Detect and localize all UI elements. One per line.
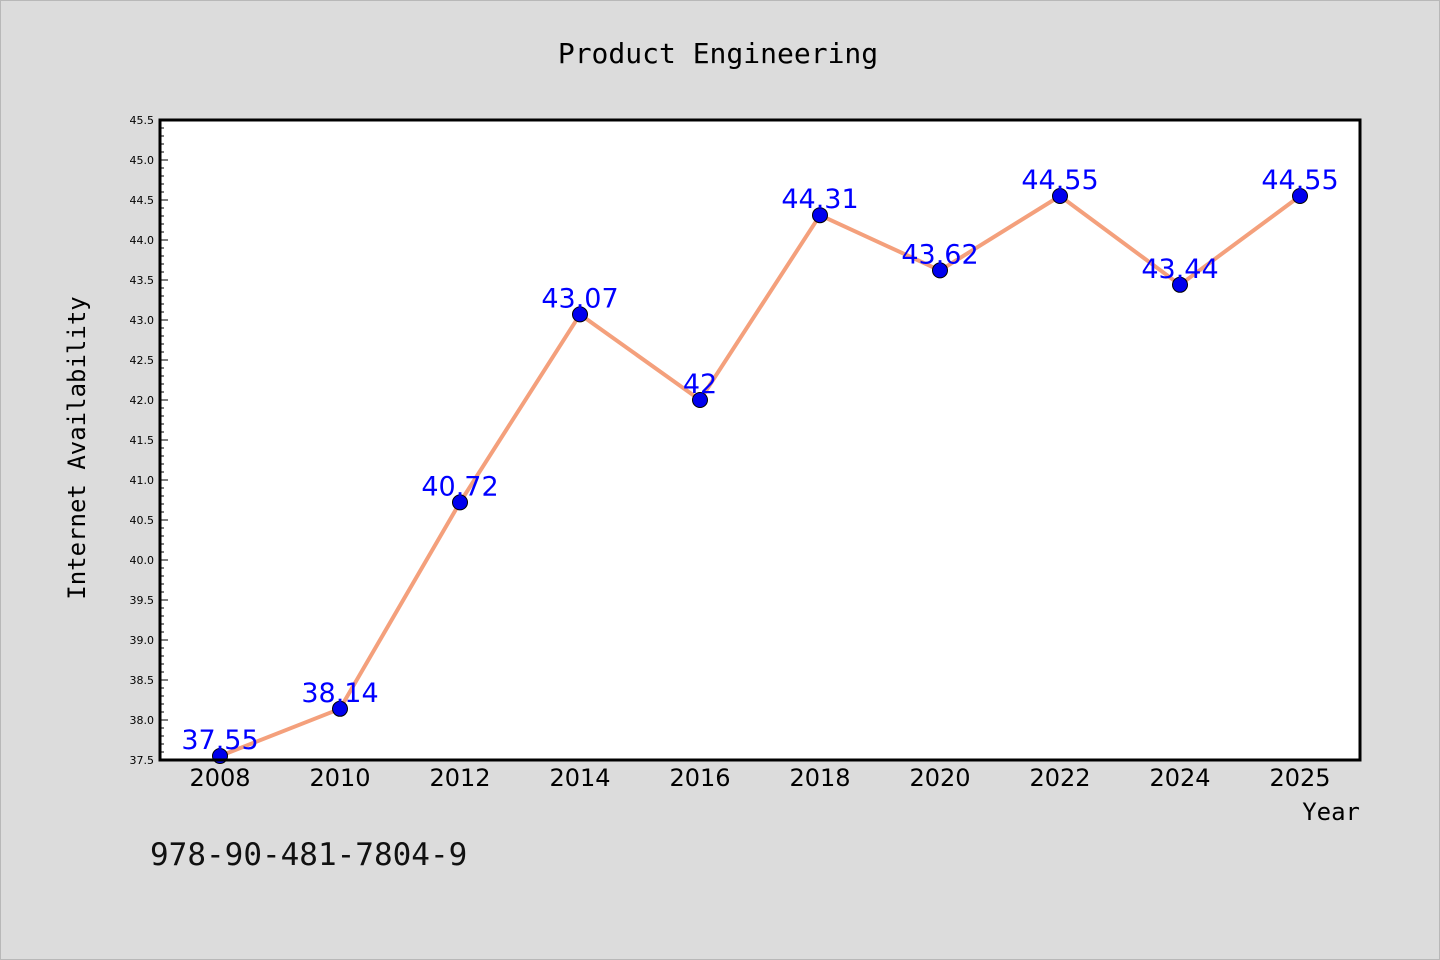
x-tick-label: 2025 <box>1269 764 1330 792</box>
x-tick-label: 2016 <box>669 764 730 792</box>
y-tick-label: 45.0 <box>130 154 155 167</box>
y-tick-label: 43.5 <box>130 274 155 287</box>
data-point <box>332 700 348 717</box>
plot-border <box>158 118 1362 762</box>
y-tick-label: 41.0 <box>130 474 155 487</box>
y-tick-label: 40.5 <box>130 514 155 527</box>
x-tick-label: 2010 <box>309 764 370 792</box>
y-tick-label: 45.5 <box>130 114 155 127</box>
data-point <box>812 207 828 224</box>
plot-area <box>160 120 1360 760</box>
data-point <box>692 392 708 408</box>
x-tick-label: 2024 <box>1149 764 1210 792</box>
isbn-annotation: 978-90-481-7804-9 <box>150 837 467 873</box>
data-point <box>452 494 468 511</box>
x-tick-label: 2008 <box>189 764 250 792</box>
data-point <box>1292 188 1308 204</box>
data-point <box>1052 188 1068 204</box>
y-tick-label: 38.0 <box>130 714 155 727</box>
data-label: 37.55 <box>181 725 258 756</box>
data-label: 43.44 <box>1141 254 1218 285</box>
data-point <box>1172 276 1188 293</box>
data-label: 43.07 <box>541 283 618 314</box>
y-tick-label: 42.5 <box>130 354 155 367</box>
x-tick-label: 2014 <box>549 764 610 792</box>
y-tick-label: 37.5 <box>130 754 155 767</box>
x-tick-label: 2018 <box>789 764 850 792</box>
y-axis-ticks: 37.5 38.0 38.5 39.0 39.5 40.0 40.5 41.0 41.5 42.0… <box>130 114 168 767</box>
data-label: 44.55 <box>1021 165 1098 196</box>
data-label: 38.14 <box>301 678 378 709</box>
data-label: 44.31 <box>781 184 858 215</box>
y-tick-label: 44.5 <box>130 194 155 207</box>
x-tick-label: 2020 <box>909 764 970 792</box>
series-line <box>219 194 1302 758</box>
y-tick-label: 44.0 <box>130 234 155 247</box>
y-tick-label: 39.5 <box>130 594 155 607</box>
data-point <box>572 306 588 323</box>
data-point <box>932 262 948 279</box>
data-label: 43.62 <box>901 239 978 270</box>
y-tick-label: 42.0 <box>130 394 155 407</box>
data-label: 40.72 <box>421 471 498 502</box>
y-tick-label: 40.0 <box>130 554 155 567</box>
y-tick-label: 41.5 <box>130 434 155 447</box>
data-label: 42 <box>683 369 717 400</box>
x-tick-label: 2012 <box>429 764 490 792</box>
y-tick-label: 43.0 <box>130 314 155 327</box>
x-tick-label: 2022 <box>1029 764 1090 792</box>
chart-title: Product Engineering <box>558 37 878 70</box>
y-tick-label: 39.0 <box>130 634 155 647</box>
x-axis-ticks: 2008 2010 2012 2014 2016 2018 2020 2022 2024 2025 <box>189 764 1330 792</box>
data-label: 44.55 <box>1261 165 1338 196</box>
x-axis-label: Year <box>1302 798 1360 826</box>
y-tick-label: 38.5 <box>130 674 155 687</box>
series-layer: 37.55 38.14 40.72 43.07 42 44.31 43.62 44.55 43.… <box>181 165 1339 764</box>
y-axis-label: Internet Availability <box>63 296 91 599</box>
